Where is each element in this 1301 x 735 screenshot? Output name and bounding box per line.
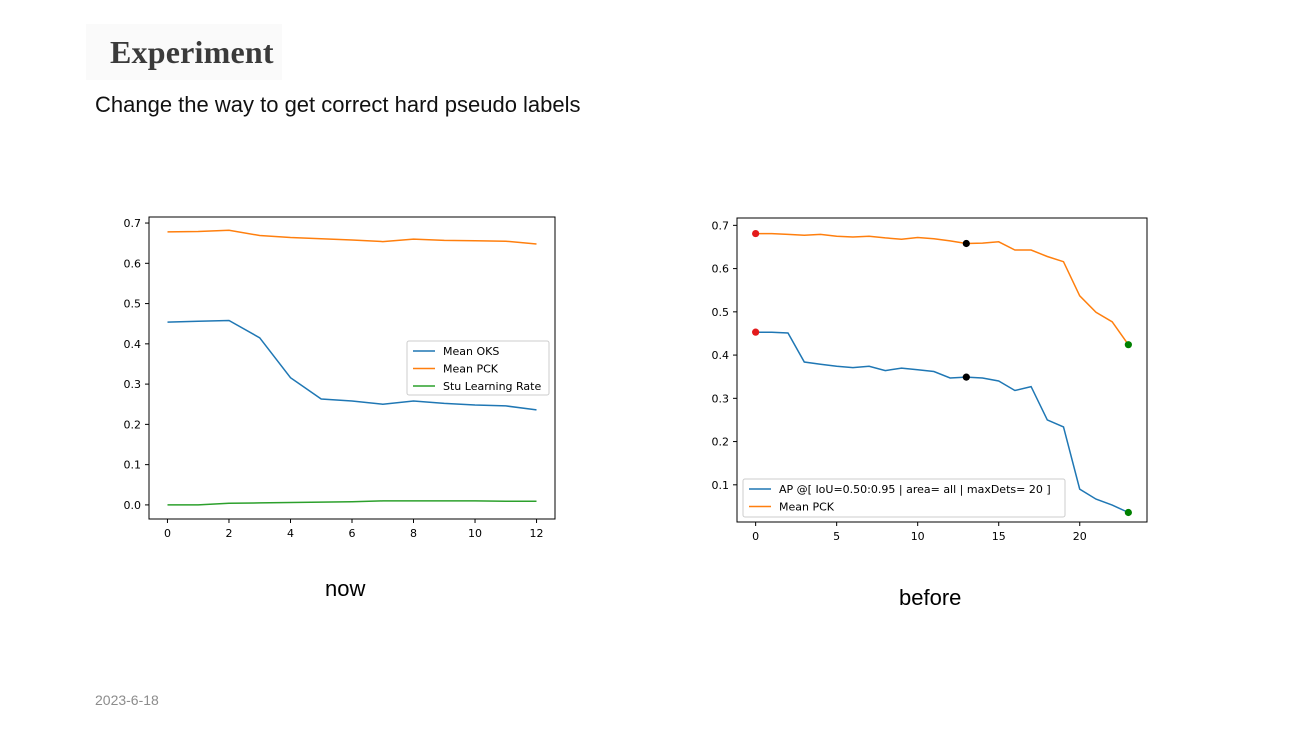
data-marker bbox=[752, 328, 760, 336]
caption-now: now bbox=[325, 576, 366, 601]
x-tick-label: 8 bbox=[410, 527, 417, 540]
data-marker bbox=[962, 373, 970, 381]
data-marker bbox=[962, 239, 970, 248]
legend-label: Mean PCK bbox=[779, 501, 835, 514]
data-marker bbox=[752, 229, 760, 238]
x-tick-label: 10 bbox=[468, 527, 482, 540]
y-tick-label: 0.7 bbox=[712, 219, 730, 232]
x-tick-label: 2 bbox=[225, 527, 232, 540]
legend-label: Mean PCK bbox=[443, 363, 499, 376]
chart-now: 0 2 4 6 8 10 12 0.0 0.1 0.2 0.3 0.4 0.5 0.6 0.7 Mean OK… bbox=[124, 216, 556, 540]
y-tick-label: 0.6 bbox=[124, 257, 142, 270]
series-line bbox=[755, 232, 1130, 346]
data-marker bbox=[1124, 508, 1132, 517]
x-tick-label: 10 bbox=[911, 530, 925, 543]
legend-label: AP @[ IoU=0.50:0.95 | area= all | maxDet… bbox=[779, 483, 1051, 496]
caption-before: before bbox=[899, 585, 962, 610]
y-tick-label: 0.6 bbox=[712, 263, 730, 276]
y-tick-label: 0.1 bbox=[124, 459, 142, 472]
series-line bbox=[167, 500, 537, 506]
x-tick-label: 12 bbox=[530, 527, 544, 540]
x-tick-label: 6 bbox=[349, 527, 356, 540]
x-tick-label: 5 bbox=[833, 530, 840, 543]
legend-label: Mean OKS bbox=[443, 345, 499, 358]
y-tick-label: 0.4 bbox=[124, 338, 142, 351]
legend: AP @[ IoU=0.50:0.95 | area= all | maxDet… bbox=[742, 478, 1066, 518]
x-tick-label: 0 bbox=[164, 527, 171, 540]
y-tick-label: 0.0 bbox=[124, 499, 142, 512]
y-tick-label: 0.7 bbox=[124, 217, 142, 230]
legend-box bbox=[406, 340, 550, 396]
y-tick-label: 0.5 bbox=[124, 298, 142, 311]
legend-box bbox=[742, 478, 1066, 518]
y-tick-label: 0.3 bbox=[124, 378, 142, 391]
slide-title: Experiment bbox=[110, 34, 274, 70]
series-line bbox=[755, 331, 1129, 514]
title-background bbox=[86, 24, 282, 80]
series-line bbox=[167, 319, 537, 411]
slide-subtitle: Change the way to get correct hard pseud… bbox=[95, 92, 581, 117]
chart-before: 0 5 10 15 20 0.1 0.2 0.3 0.4 0.5 0.6 0.7 AP @[ IoU=0… bbox=[712, 217, 1148, 543]
y-tick-label: 0.3 bbox=[712, 392, 730, 405]
x-tick-label: 15 bbox=[992, 530, 1006, 543]
y-tick-label: 0.4 bbox=[712, 349, 730, 362]
slide-date: 2023-6-18 bbox=[95, 692, 159, 708]
y-tick-label: 0.2 bbox=[712, 436, 730, 449]
plot-frame bbox=[736, 217, 1148, 523]
legend: Mean OKS Mean PCK Stu Learning Rate bbox=[406, 340, 550, 396]
x-tick-label: 0 bbox=[752, 530, 759, 543]
data-marker bbox=[1124, 341, 1132, 349]
y-tick-label: 0.2 bbox=[124, 418, 142, 431]
x-tick-label: 20 bbox=[1073, 530, 1087, 543]
x-tick-label: 4 bbox=[287, 527, 294, 540]
y-tick-label: 0.5 bbox=[712, 306, 730, 319]
y-tick-label: 0.1 bbox=[712, 479, 730, 492]
series-line bbox=[167, 229, 537, 245]
legend-label: Stu Learning Rate bbox=[443, 380, 541, 393]
